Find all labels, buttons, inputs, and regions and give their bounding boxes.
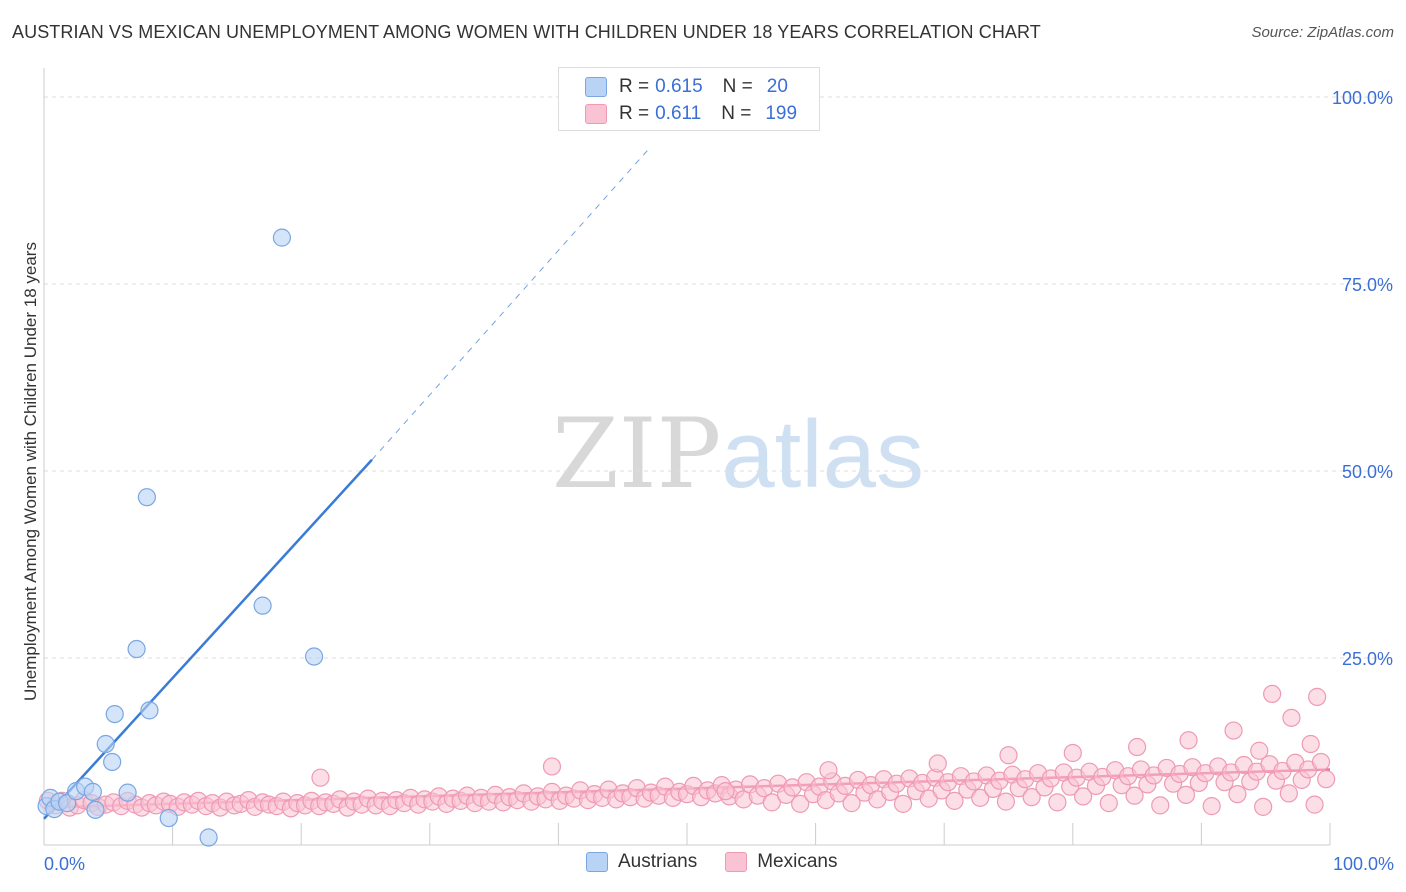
y-tick-label: 25.0% (1342, 649, 1393, 669)
legend-r-value: 0.611 (655, 103, 702, 124)
legend-n-label: N = (721, 103, 752, 124)
mexicans-point (1250, 741, 1269, 760)
mexicans-swatch (585, 104, 607, 124)
mexicans-point (1263, 684, 1282, 704)
mexicans-point (996, 792, 1016, 811)
austrians-point (199, 828, 218, 847)
y-tick-label: 50.0% (1342, 462, 1393, 482)
y-tick-label: 75.0% (1342, 275, 1393, 295)
austrians-point (304, 647, 324, 666)
x-tick-label: 100.0% (1333, 854, 1394, 874)
mexicans-point (945, 791, 964, 810)
mexicans-point (716, 782, 735, 801)
austrians-point (103, 752, 122, 772)
austrians-point (86, 800, 105, 819)
legend-r-label: R = (619, 103, 650, 124)
mexicans-point (1308, 687, 1327, 706)
label-layer: 25.0% 50.0% 75.0% 100.0% 0.0% 100.0% Unemploym… (21, 88, 1394, 874)
mexicans-point (1176, 785, 1196, 804)
y-tick-label: 100.0% (1332, 88, 1393, 108)
grid-layer (44, 96, 1392, 659)
austrians-point (83, 782, 102, 801)
series-legend: Austrians Mexicans (586, 851, 865, 873)
austrians-point (253, 596, 272, 615)
mexicans-point (1063, 743, 1082, 763)
source-label: Source: ZipAtlas.com (1251, 24, 1394, 41)
mexicans-point (762, 793, 781, 812)
mexicans-point (971, 788, 990, 807)
mexicans-point (1279, 784, 1298, 803)
mexicans-swatch (725, 852, 748, 872)
mexicans-point (1282, 708, 1301, 727)
mexicans-point (1301, 734, 1320, 754)
mexicans-point (1228, 785, 1247, 804)
mexicans-point (1311, 752, 1331, 772)
axis-layer (43, 68, 1331, 846)
mexicans-point (893, 794, 913, 813)
chart-title: AUSTRIAN VS MEXICAN UNEMPLOYMENT AMONG W… (12, 22, 1041, 42)
correlation-legend: R = 0.615 N = 20 R = 0.611 N = 199 (558, 67, 820, 131)
mexicans-point (919, 789, 938, 808)
x-tick-label: 0.0% (44, 854, 85, 874)
legend-item-austrians[interactable]: Austrians (586, 851, 697, 873)
mexicans-point (1254, 797, 1273, 816)
austrians-swatch (586, 852, 608, 872)
austrians-point (127, 639, 146, 659)
mexicans-point (842, 794, 861, 813)
austrians-trendline (43, 458, 373, 820)
legend-n-label: N = (722, 76, 753, 97)
mexicans-point (999, 746, 1018, 765)
legend-item-mexicans[interactable]: Mexicans (725, 851, 837, 873)
austrians-trendline-extension (371, 149, 649, 461)
austrians-point (96, 734, 115, 754)
legend-row-austrians: R = 0.615 N = 20 (585, 75, 788, 99)
mexicans-point (542, 757, 562, 776)
mexicans-point (1202, 797, 1221, 816)
mexicans-point (1022, 788, 1041, 807)
legend-row-mexicans: R = 0.611 N = 199 (585, 102, 797, 126)
trend-layer (43, 149, 1331, 820)
mexicans-point (1048, 793, 1067, 812)
legend-r-value: 0.615 (655, 76, 703, 97)
legend-label-mexicans: Mexicans (757, 851, 838, 872)
mexicans-point (1305, 795, 1324, 814)
austrians-point (105, 704, 124, 724)
austrians-point (140, 701, 159, 720)
mexicans-point (819, 761, 838, 780)
mexicans-point (1273, 761, 1292, 781)
mexicans-point (1179, 731, 1198, 750)
mexicans-point (311, 768, 330, 787)
legend-label-austrians: Austrians (618, 851, 698, 872)
austrians-swatch (585, 77, 607, 97)
mexicans-point (791, 794, 810, 813)
austrians-point (272, 228, 292, 247)
mexicans-point (928, 754, 947, 773)
mexicans-point (1151, 796, 1170, 815)
legend-r-label: R = (619, 76, 650, 97)
legend-n-value: 199 (765, 103, 798, 124)
austrians-point (159, 808, 178, 828)
mexicans-point (1125, 786, 1144, 805)
austrians-point (118, 783, 137, 802)
points-layer (37, 228, 1336, 847)
mexicans-point (1099, 794, 1118, 813)
mexicans-point (1127, 737, 1147, 757)
austrians-point (137, 488, 156, 507)
legend-n-value: 20 (766, 76, 788, 97)
mexicans-point (1073, 787, 1093, 806)
mexicans-point (1317, 770, 1336, 789)
mexicans-point (1224, 721, 1243, 740)
y-axis-label: Unemployment Among Women with Children U… (21, 242, 40, 701)
